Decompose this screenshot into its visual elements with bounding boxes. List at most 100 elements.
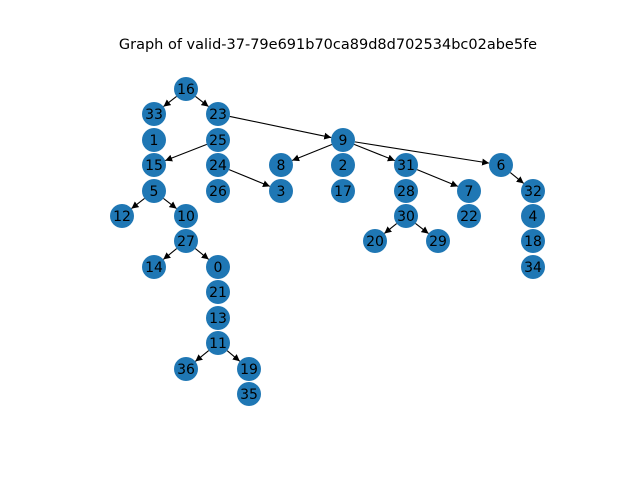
- edge-5-to-10: [163, 197, 177, 210]
- node-circle: [489, 153, 513, 177]
- node-label: 33: [145, 107, 163, 123]
- node-14: 14: [142, 255, 166, 279]
- node-label: 35: [240, 387, 258, 403]
- node-label: 21: [209, 285, 227, 301]
- node-label: 2: [339, 158, 348, 174]
- node-circle: [457, 204, 481, 228]
- node-6: 6: [489, 153, 513, 177]
- node-label: 29: [429, 234, 447, 250]
- node-circle: [331, 128, 355, 152]
- node-8: 8: [269, 153, 293, 177]
- edge-9-to-8: [291, 143, 333, 162]
- node-circle: [363, 229, 387, 253]
- node-circle: [269, 179, 293, 203]
- node-11: 11: [206, 331, 230, 355]
- node-circle: [394, 204, 418, 228]
- node-10: 10: [174, 204, 198, 228]
- edge-5-to-12: [131, 197, 145, 210]
- node-circle: [394, 153, 418, 177]
- node-label: 14: [145, 260, 163, 276]
- node-circle: [206, 179, 230, 203]
- node-label: 26: [209, 184, 227, 200]
- node-label: 22: [460, 209, 478, 225]
- edge-11-to-19: [226, 350, 241, 362]
- node-30: 30: [394, 204, 418, 228]
- node-label: 34: [524, 260, 542, 276]
- node-circle: [521, 229, 545, 253]
- node-19: 19: [237, 357, 261, 381]
- node-26: 26: [206, 179, 230, 203]
- node-29: 29: [426, 229, 450, 253]
- node-20: 20: [363, 229, 387, 253]
- node-16: 16: [174, 77, 198, 101]
- edge-31-to-7: [416, 169, 459, 187]
- node-17: 17: [331, 179, 355, 203]
- edge-30-to-29: [415, 222, 429, 235]
- node-circle: [206, 255, 230, 279]
- node-label: 18: [524, 234, 542, 250]
- node-circle: [174, 229, 198, 253]
- node-label: 5: [150, 184, 159, 200]
- node-label: 31: [397, 158, 415, 174]
- node-label: 25: [209, 133, 227, 149]
- node-circle: [206, 306, 230, 330]
- edge-9-to-6: [354, 141, 490, 166]
- edge-layer: [131, 95, 525, 362]
- node-circle: [142, 102, 166, 126]
- node-12: 12: [110, 204, 134, 228]
- node-21: 21: [206, 280, 230, 304]
- node-label: 28: [397, 184, 415, 200]
- edge-11-to-36: [194, 350, 210, 362]
- node-label: 6: [497, 158, 506, 174]
- node-label: 7: [465, 184, 474, 200]
- node-24: 24: [206, 153, 230, 177]
- node-circle: [174, 204, 198, 228]
- node-label: 16: [177, 82, 195, 98]
- node-label: 11: [209, 336, 227, 352]
- node-label: 0: [214, 260, 223, 276]
- node-label: 10: [177, 209, 195, 225]
- node-32: 32: [521, 179, 545, 203]
- node-31: 31: [394, 153, 418, 177]
- node-circle: [174, 77, 198, 101]
- edge-16-to-33: [163, 95, 177, 108]
- node-circle: [206, 331, 230, 355]
- node-circle: [174, 357, 198, 381]
- node-13: 13: [206, 306, 230, 330]
- node-circle: [206, 280, 230, 304]
- edge-6-to-32: [509, 172, 525, 184]
- node-15: 15: [142, 153, 166, 177]
- node-7: 7: [457, 179, 481, 203]
- node-18: 18: [521, 229, 545, 253]
- node-circle: [521, 204, 545, 228]
- node-circle: [521, 255, 545, 279]
- node-label: 30: [397, 209, 415, 225]
- edge-24-to-3: [228, 169, 271, 187]
- node-circle: [426, 229, 450, 253]
- node-27: 27: [174, 229, 198, 253]
- node-3: 3: [269, 179, 293, 203]
- node-23: 23: [206, 102, 230, 126]
- node-label: 4: [529, 209, 538, 225]
- node-circle: [457, 179, 481, 203]
- node-label: 13: [209, 311, 227, 327]
- edge-9-to-31: [353, 143, 396, 162]
- edge-16-to-23: [195, 95, 209, 108]
- node-circle: [521, 179, 545, 203]
- node-4: 4: [521, 204, 545, 228]
- node-label: 15: [145, 158, 163, 174]
- node-label: 23: [209, 107, 227, 123]
- node-circle: [110, 204, 134, 228]
- node-label: 20: [366, 234, 384, 250]
- node-28: 28: [394, 179, 418, 203]
- node-label: 1: [150, 133, 159, 149]
- edge-25-to-15: [164, 143, 208, 162]
- node-circle: [331, 153, 355, 177]
- edge-27-to-14: [162, 248, 178, 260]
- node-circle: [269, 153, 293, 177]
- node-label: 24: [209, 158, 227, 174]
- node-0: 0: [206, 255, 230, 279]
- node-circle: [142, 179, 166, 203]
